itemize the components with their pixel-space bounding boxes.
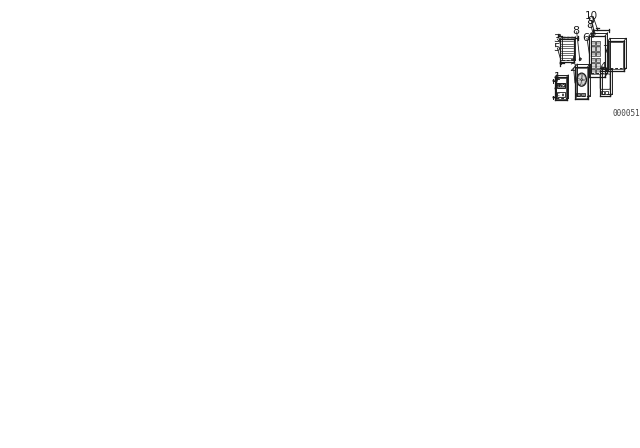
Bar [601, 91, 604, 94]
Bar [596, 69, 600, 73]
Bar [596, 63, 600, 68]
Bar [582, 93, 585, 96]
Text: 9: 9 [587, 16, 594, 26]
Text: c: c [556, 92, 559, 97]
Text: 4: 4 [600, 62, 607, 72]
Bar [557, 84, 559, 87]
Bar [609, 42, 623, 69]
Bar [582, 94, 584, 95]
Bar [591, 46, 595, 51]
Bar [591, 58, 595, 62]
Text: 3: 3 [553, 34, 560, 44]
Text: 10: 10 [585, 12, 598, 22]
Bar [560, 84, 561, 87]
Text: 5: 5 [553, 43, 560, 53]
Text: 1: 1 [554, 72, 561, 82]
Bar [576, 93, 580, 96]
Polygon shape [577, 80, 581, 85]
Text: 2: 2 [569, 63, 576, 73]
Text: 6: 6 [582, 34, 589, 43]
Bar [596, 58, 600, 62]
Bar [557, 83, 565, 88]
Bar [577, 94, 580, 95]
Polygon shape [578, 74, 582, 79]
Bar [605, 91, 608, 94]
Bar [591, 63, 595, 68]
Text: RKS: RKS [555, 83, 566, 88]
FancyBboxPatch shape [600, 74, 610, 89]
Text: 00005154: 00005154 [612, 109, 640, 118]
Bar [591, 69, 595, 73]
Circle shape [581, 79, 582, 81]
Bar [557, 92, 565, 97]
Text: 8: 8 [572, 26, 579, 36]
Bar [591, 40, 595, 45]
Bar [596, 40, 600, 45]
Polygon shape [582, 80, 586, 85]
Polygon shape [582, 74, 586, 80]
Text: 7: 7 [602, 45, 609, 56]
Bar [596, 46, 600, 51]
Bar [591, 52, 595, 56]
Bar [563, 84, 564, 87]
Text: 8: 8 [586, 20, 593, 30]
Bar [596, 52, 600, 56]
